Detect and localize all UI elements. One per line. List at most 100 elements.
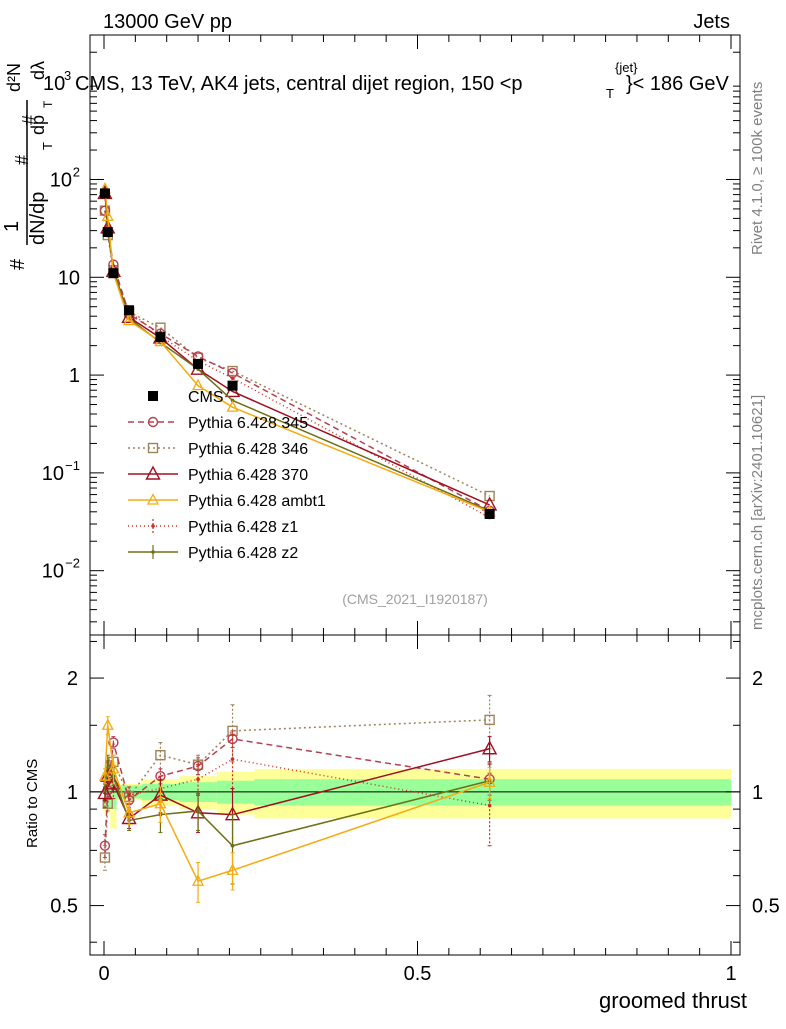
series-p370 xyxy=(97,184,498,511)
x-tick-label: 0.5 xyxy=(404,963,432,985)
plot-title: 10 3 CMS, 13 TeV, AK4 jets, central dije… xyxy=(43,60,730,101)
series-line-p345 xyxy=(104,210,490,512)
data-point-cms xyxy=(99,188,110,199)
series-line-z2 xyxy=(104,189,490,512)
ratio-point-p370 xyxy=(481,740,498,755)
ratio-panel: 0.5 0.5 1 1 2 2 xyxy=(50,640,780,943)
y-title-d2N: d²N xyxy=(4,63,24,92)
title-sub-T: T xyxy=(606,86,614,101)
ratio-point-p346 xyxy=(484,714,495,726)
mcplots-label: mcplots.cern.ch [arXiv:2401.10621] xyxy=(749,395,766,630)
legend-marker-p346 xyxy=(147,442,159,454)
data-point-ambt1 xyxy=(101,209,114,221)
title-suffix-text: }< 186 GeV xyxy=(626,73,730,95)
ratio-point-z1 xyxy=(487,803,492,808)
ratio-point-p345 xyxy=(108,737,119,748)
y-title-one: 1 xyxy=(1,221,23,232)
y-title-hash-2: # xyxy=(12,155,32,165)
legend-marker-p345 xyxy=(147,416,159,428)
rivet-version-label: Rivet 4.1.0, ≥ 100k events xyxy=(749,82,766,255)
data-point-ambt1 xyxy=(191,378,205,391)
x-ticks: 0 0.5 1 xyxy=(98,35,737,985)
series-z2 xyxy=(103,188,492,513)
ratio-point-z2 xyxy=(196,809,200,813)
ratio-line-ambt1 xyxy=(104,725,490,883)
data-point-cms xyxy=(484,508,495,519)
ratio-y-ticks: 0.5 0.5 1 1 2 2 xyxy=(50,640,780,943)
y-title-dN-dp: dN/dp xyxy=(27,192,49,245)
ratio-point-ambt1 xyxy=(123,805,136,818)
series-line-ambt1 xyxy=(104,188,490,513)
legend-entry-z2: Pythia 6.428 z2 xyxy=(128,545,298,562)
ratio-point-ambt1 xyxy=(101,718,114,730)
data-point-cms xyxy=(227,380,238,391)
legend-label-p370: Pythia 6.428 370 xyxy=(188,467,308,484)
ratio-point-ambt1 xyxy=(98,769,112,781)
main-y-tick-label: 1 xyxy=(69,365,80,387)
data-point-z1 xyxy=(230,376,235,380)
legend: CMS Pythia 6.428 345 Pythia 6.428 346 Pythi… xyxy=(128,389,326,562)
y-overlap-tick-base: 10 xyxy=(43,73,65,95)
ratio-line-p345 xyxy=(104,738,490,846)
legend-marker-z1 xyxy=(151,524,155,528)
legend-label-p346: Pythia 6.428 346 xyxy=(188,441,308,458)
ratio-point-p370 xyxy=(97,785,113,800)
data-point-cms xyxy=(124,305,135,316)
legend-marker-cms xyxy=(148,391,158,401)
ratio-point-z1 xyxy=(196,777,200,781)
title-sup-jet: {jet} xyxy=(615,60,638,75)
ratio-line-z1 xyxy=(104,758,490,807)
y-title-hash-1: # xyxy=(7,258,29,270)
main-y-tick-label: 10 xyxy=(50,169,72,191)
data-point-cms xyxy=(108,268,119,279)
legend-entry-cms: CMS xyxy=(148,389,224,406)
ratio-series-p345 xyxy=(99,730,495,859)
y-title-hash-3: # xyxy=(19,115,39,125)
x-axis-title: groomed thrust xyxy=(599,988,747,1013)
ratio-point-ambt1 xyxy=(154,796,167,809)
data-point-ambt1 xyxy=(123,313,136,326)
ratio-point-z2 xyxy=(105,760,110,764)
series-cms xyxy=(99,188,495,519)
category-label: Jets xyxy=(693,11,730,33)
x-tick-label: 0 xyxy=(98,963,109,985)
ratio-y-tick-label: 1 xyxy=(67,782,78,804)
legend-label-ambt1: Pythia 6.428 ambt1 xyxy=(188,493,326,510)
title-main-text: CMS, 13 TeV, AK4 jets, central dijet reg… xyxy=(75,73,523,95)
main-y-tick-exp: −2 xyxy=(65,556,80,571)
legend-label-cms: CMS xyxy=(188,389,224,406)
y-title-dlambda: dλ xyxy=(28,61,48,80)
legend-entry-p345: Pythia 6.428 345 xyxy=(128,415,308,432)
ratio-point-z1 xyxy=(230,757,235,761)
data-point-p346 xyxy=(484,490,495,502)
energy-label: 13000 GeV pp xyxy=(103,11,232,33)
main-y-tick-label: 10 xyxy=(42,463,64,485)
y-title-sub-T-1: T xyxy=(40,142,55,150)
ratio-y-tick-label-right: 1 xyxy=(752,782,763,804)
legend-label-z1: Pythia 6.428 z1 xyxy=(188,519,298,536)
ratio-series-ambt1 xyxy=(98,716,496,903)
x-tick-label: 1 xyxy=(725,963,736,985)
ratio-line-z2 xyxy=(104,761,490,847)
ratio-point-p346 xyxy=(155,749,166,761)
main-y-axis-title: # 1 dN/dp T # d²N # dp T dλ xyxy=(1,61,55,270)
ratio-point-p370 xyxy=(105,775,122,790)
series-line-z1 xyxy=(104,195,490,519)
ratio-point-ambt1 xyxy=(483,775,496,787)
ratio-point-ambt1 xyxy=(107,761,120,774)
legend-entry-p370: Pythia 6.428 370 xyxy=(128,465,308,484)
series-line-p370 xyxy=(104,193,490,506)
legend-entry-p346: Pythia 6.428 346 xyxy=(128,441,308,458)
analysis-watermark: (CMS_2021_I1920187) xyxy=(342,591,488,607)
ratio-point-p346 xyxy=(102,798,113,809)
ratio-y-tick-label-right: 0.5 xyxy=(752,896,780,918)
series-ambt1 xyxy=(98,182,496,517)
main-y-tick-exp: −1 xyxy=(65,458,80,473)
ratio-y-tick-label: 0.5 xyxy=(50,896,78,918)
ratio-point-p346 xyxy=(99,852,111,863)
legend-label-p345: Pythia 6.428 345 xyxy=(188,415,308,432)
data-point-cms xyxy=(102,227,113,238)
main-y-tick-exp: 2 xyxy=(73,164,80,179)
